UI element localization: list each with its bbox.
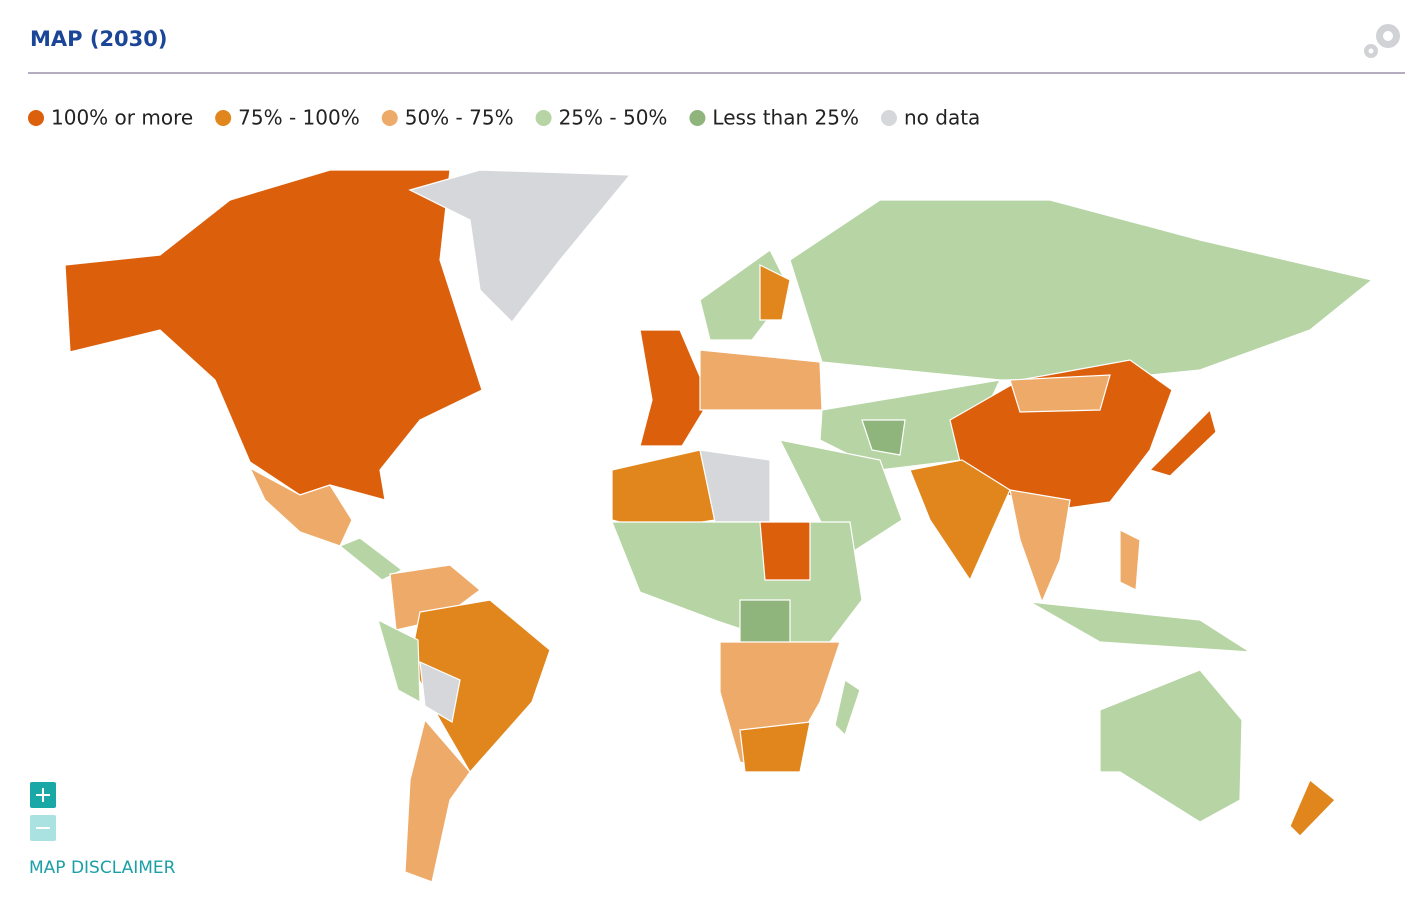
settings-icon[interactable] bbox=[1364, 24, 1400, 58]
widget-title: MAP (2030) bbox=[30, 27, 168, 51]
legend-label: 100% or more bbox=[51, 106, 193, 130]
legend-swatch bbox=[215, 110, 232, 126]
country-region[interactable] bbox=[1148, 408, 1217, 477]
country-region[interactable] bbox=[1289, 779, 1336, 837]
legend-swatch bbox=[880, 110, 897, 126]
country-region[interactable] bbox=[861, 419, 906, 456]
legend-label: Less than 25% bbox=[712, 106, 859, 130]
country-region[interactable] bbox=[909, 459, 1011, 582]
country-region[interactable] bbox=[419, 661, 461, 723]
country-region[interactable] bbox=[1119, 529, 1141, 591]
legend-label: 50% - 75% bbox=[405, 106, 514, 130]
disclaimer-link[interactable]: MAP DISCLAIMER bbox=[29, 858, 176, 878]
country-region[interactable] bbox=[64, 169, 483, 501]
country-region[interactable] bbox=[739, 721, 811, 773]
world-map[interactable] bbox=[64, 169, 1374, 883]
country-region[interactable] bbox=[789, 199, 1374, 381]
country-region[interactable] bbox=[404, 718, 471, 883]
legend-label: 25% - 50% bbox=[559, 106, 668, 130]
country-region[interactable] bbox=[834, 679, 861, 737]
country-region[interactable] bbox=[338, 537, 404, 581]
country-region[interactable] bbox=[377, 618, 421, 704]
country-region[interactable] bbox=[1029, 601, 1251, 653]
legend-label: 75% - 100% bbox=[238, 106, 360, 130]
legend-swatch bbox=[689, 110, 706, 126]
country-region[interactable] bbox=[1099, 669, 1243, 823]
country-region[interactable] bbox=[699, 349, 823, 411]
legend-swatch bbox=[28, 110, 44, 126]
country-region[interactable] bbox=[248, 466, 353, 547]
legend-swatch bbox=[535, 110, 552, 126]
country-region[interactable] bbox=[408, 169, 632, 323]
zoom-in-button[interactable] bbox=[30, 782, 56, 808]
country-region[interactable] bbox=[1009, 374, 1111, 413]
country-region[interactable] bbox=[759, 521, 811, 581]
country-region[interactable] bbox=[1009, 489, 1071, 604]
country-region[interactable] bbox=[611, 449, 716, 531]
country-region[interactable] bbox=[759, 264, 791, 321]
country-region[interactable] bbox=[611, 521, 863, 643]
legend-label: no data bbox=[904, 106, 980, 130]
country-region[interactable] bbox=[778, 439, 903, 561]
country-region[interactable] bbox=[639, 329, 711, 447]
legend: 100% or more 75% - 100% 50% - 75% 25% - 50%… bbox=[28, 106, 980, 130]
country-region[interactable] bbox=[819, 379, 1002, 471]
legend-swatch bbox=[381, 110, 398, 126]
zoom-out-button[interactable] bbox=[30, 815, 56, 841]
